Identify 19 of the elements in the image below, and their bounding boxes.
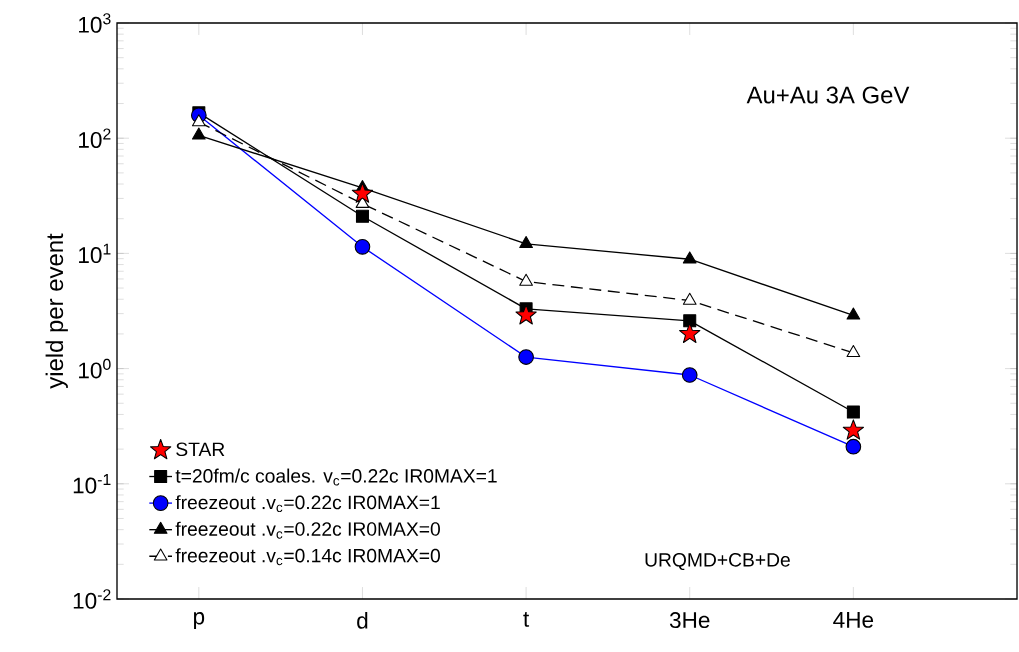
legend-label: STAR bbox=[176, 442, 225, 457]
y-tick-label: 10$^{3}$ bbox=[79, 13, 111, 33]
y-tick-label: 10$^{2}$ bbox=[79, 128, 111, 148]
y-axis-title: yield per event bbox=[45, 233, 68, 389]
annotation: Au+Au 3A GeV bbox=[746, 86, 910, 104]
annotation: URQMD+CB+De bbox=[645, 553, 790, 571]
x-tick-label: 3He bbox=[669, 612, 710, 629]
x-tick-label: p bbox=[194, 612, 205, 629]
legend-label: t=20fm/c coales. v$_{c}$=0.22c IR0MAX=1 bbox=[175, 468, 497, 486]
y-tick-label: 10$^{0}$ bbox=[79, 358, 111, 379]
y-tick-label: 10$^{1}$ bbox=[79, 243, 111, 264]
y-tick-label: 10$^{-2}$ bbox=[73, 589, 111, 609]
legend-label: freezeout .v$_{c}$=0.14c IR0MAX=0 bbox=[175, 548, 440, 566]
legend-label: freezeout .v$_{c}$=0.22c IR0MAX=1 bbox=[175, 495, 440, 513]
x-tick-label: d bbox=[357, 612, 368, 629]
x-tick-label: 4He bbox=[833, 612, 874, 628]
legend-label: freezeout .v$_{c}$=0.22c IR0MAX=0 bbox=[175, 521, 440, 539]
y-tick-label: 10$^{-1}$ bbox=[73, 474, 111, 494]
x-tick-label: t bbox=[523, 612, 530, 627]
